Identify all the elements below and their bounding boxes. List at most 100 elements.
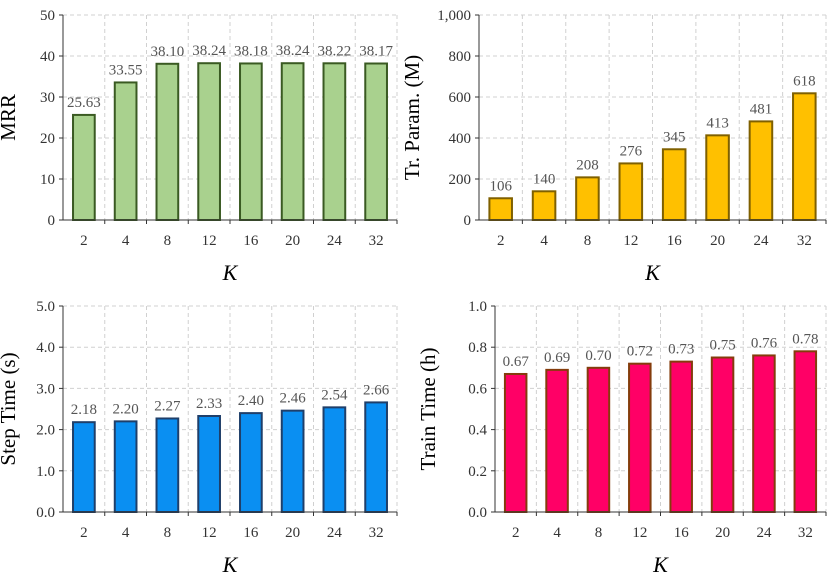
- data-label: 106: [489, 178, 512, 194]
- data-label: 2.20: [113, 401, 139, 417]
- data-label: 38.22: [318, 43, 352, 59]
- bar: [748, 120, 774, 221]
- data-label: 2.33: [196, 396, 222, 412]
- x-tick-label: 32: [797, 233, 812, 249]
- x-tick-label: 4: [122, 525, 130, 541]
- x-tick-label: 12: [623, 233, 638, 249]
- y-tick-label: 200: [449, 172, 472, 188]
- x-tick-label: 24: [753, 233, 769, 249]
- bar: [628, 362, 652, 513]
- bar: [239, 62, 263, 221]
- bar: [197, 62, 221, 221]
- x-tick-label: 20: [285, 525, 300, 541]
- data-label: 2.18: [71, 402, 97, 418]
- data-label: 2.40: [238, 393, 264, 409]
- bar: [488, 197, 513, 222]
- x-tick-label: 8: [164, 525, 172, 541]
- bar: [545, 368, 569, 513]
- x-tick-label: 2: [80, 233, 88, 249]
- bar: [322, 406, 347, 513]
- x-tick-label: 20: [715, 525, 730, 541]
- x-tick-label: 24: [327, 233, 343, 249]
- y-tick-label: 3.0: [36, 381, 55, 397]
- data-label: 38.17: [359, 44, 393, 60]
- data-label: 0.73: [668, 342, 694, 358]
- x-tick-label: 16: [674, 525, 690, 541]
- x-tick-label: 4: [553, 525, 561, 541]
- y-tick-label: 400: [449, 131, 472, 147]
- y-tick-label: 50: [40, 8, 55, 24]
- y-axis-label: Step Time (s): [0, 352, 20, 465]
- bar: [669, 360, 693, 513]
- y-tick-label: 0: [48, 213, 56, 229]
- y-axis-label: Train Time (h): [416, 348, 440, 471]
- bar: [531, 190, 557, 222]
- x-tick-label: 24: [327, 525, 343, 541]
- bar: [113, 81, 138, 221]
- data-label: 38.18: [234, 43, 268, 59]
- y-tick-label: 800: [449, 49, 472, 65]
- subplot-2: 0 200 400 600 800 1,000 106 2 140 4 208 8 276 12 345 16…: [400, 8, 827, 285]
- data-label: 25.63: [67, 95, 101, 111]
- data-label: 0.67: [503, 354, 530, 370]
- x-tick-label: 8: [164, 233, 172, 249]
- x-tick-label: 4: [122, 233, 130, 249]
- data-label: 276: [620, 143, 643, 159]
- y-tick-label: 0.2: [468, 464, 487, 480]
- y-tick-label: 0.0: [36, 505, 55, 521]
- x-tick-label: 16: [243, 525, 259, 541]
- x-tick-label: 8: [595, 525, 603, 541]
- bar: [239, 412, 263, 513]
- bar: [661, 148, 687, 221]
- bar: [113, 420, 138, 513]
- data-label: 481: [750, 101, 773, 117]
- x-tick-label: 20: [285, 233, 300, 249]
- x-tick-label: 32: [369, 525, 384, 541]
- y-tick-label: 40: [40, 49, 55, 65]
- y-tick-label: 0.0: [468, 505, 487, 521]
- bar: [792, 92, 817, 221]
- x-tick-label: 12: [632, 525, 647, 541]
- x-tick-label: 16: [243, 233, 259, 249]
- bar: [503, 372, 528, 514]
- x-tick-label: 32: [798, 525, 813, 541]
- x-tick-label: 16: [667, 233, 683, 249]
- data-label: 38.24: [192, 43, 226, 59]
- y-axis-label: Tr. Param. (M): [400, 55, 424, 180]
- data-label: 413: [706, 115, 729, 131]
- subplot-1: 0 10 20 30 40 50 25.63 2 33.55 4 38.10 8 38.24 12 38.1…: [0, 8, 398, 285]
- y-tick-label: 1.0: [468, 299, 487, 315]
- y-axis-label: MRR: [0, 94, 20, 141]
- bar: [280, 409, 305, 514]
- y-tick-label: 30: [40, 90, 55, 106]
- y-tick-label: 4.0: [36, 340, 55, 356]
- data-label: 38.24: [276, 43, 310, 59]
- x-axis-label: K: [222, 552, 239, 577]
- data-label: 0.75: [709, 338, 735, 354]
- bar: [364, 401, 388, 513]
- bar: [364, 62, 388, 221]
- data-label: 38.10: [151, 44, 185, 60]
- data-label: 0.69: [544, 350, 570, 366]
- x-axis-label: K: [222, 260, 239, 285]
- x-tick-label: 2: [497, 233, 505, 249]
- y-tick-label: 20: [40, 131, 55, 147]
- bar: [752, 354, 776, 513]
- y-tick-label: 600: [449, 90, 472, 106]
- x-tick-label: 2: [80, 525, 88, 541]
- data-label: 0.76: [751, 335, 778, 351]
- y-tick-label: 0: [464, 213, 472, 229]
- data-label: 140: [533, 171, 556, 187]
- data-label: 2.54: [321, 387, 348, 403]
- bar: [155, 62, 180, 222]
- x-tick-label: 12: [202, 525, 217, 541]
- x-tick-label: 32: [369, 233, 384, 249]
- data-label: 0.70: [585, 348, 611, 364]
- bar: [155, 417, 180, 514]
- x-tick-label: 24: [756, 525, 772, 541]
- bar: [793, 350, 818, 513]
- data-label: 0.72: [627, 344, 653, 360]
- bar: [618, 162, 644, 221]
- subplot-3: 0.0 1.0 2.0 3.0 4.0 5.0 2.18 2 2.20 4 2.27 8 2.33 12 2…: [0, 299, 398, 577]
